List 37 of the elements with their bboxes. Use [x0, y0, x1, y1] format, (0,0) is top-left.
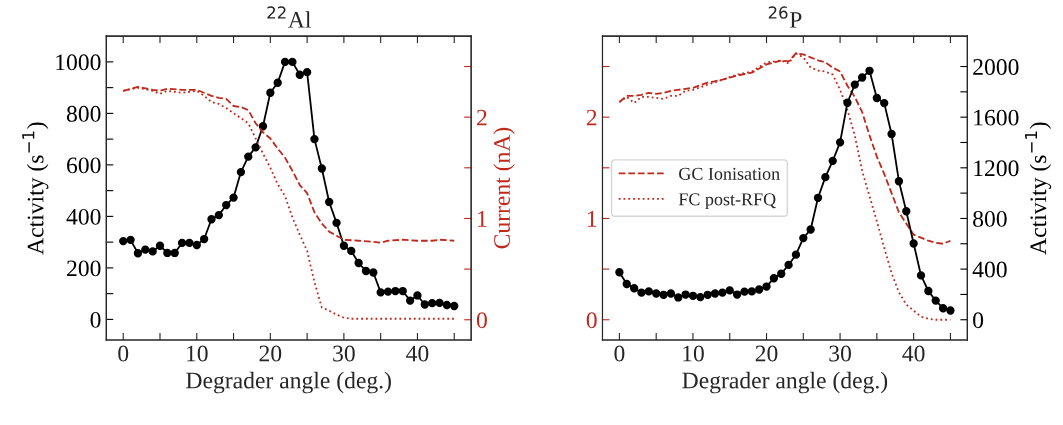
x-tick-label: 20 — [259, 345, 282, 362]
y-tick-label: 800 — [66, 105, 101, 122]
legend-label: GC Ionisation — [679, 167, 780, 180]
y2-tick-label: 0 — [476, 312, 487, 329]
chart-title: $^{26}$P — [768, 6, 802, 28]
y2-axis-title: Activity (s$^{−1}$) — [1024, 122, 1052, 255]
x-tick-label: 30 — [829, 345, 851, 362]
y-tick-label: 1 — [587, 211, 597, 227]
y-tick-label: 2 — [586, 109, 597, 126]
x-tick-label: 0 — [118, 345, 129, 362]
y2-tick-label: 800 — [973, 210, 1007, 227]
y-tick-label: 600 — [67, 157, 101, 174]
y-axis-title: Activity (s$^{−1}$) — [22, 122, 49, 255]
x-tick-label: 30 — [333, 345, 355, 362]
x-axis-title: Degrader angle (deg.) — [186, 371, 391, 394]
x-tick-label: 0 — [614, 345, 625, 362]
legend-label: FC post-RFQ — [678, 193, 776, 210]
y2-tick-label: 1600 — [974, 109, 1019, 126]
x-tick-label: 10 — [683, 345, 704, 362]
y2-tick-label: 2 — [477, 109, 487, 126]
y2-tick-label: 400 — [972, 261, 1007, 278]
y2-tick-label: 1 — [478, 211, 487, 227]
x-tick-label: 40 — [902, 345, 925, 362]
y-tick-label: 0 — [586, 312, 597, 329]
y2-tick-label: 0 — [973, 312, 984, 329]
y-tick-label: 200 — [67, 260, 101, 277]
y-tick-label: 400 — [66, 208, 101, 225]
x-axis-title: Degrader angle (deg.) — [682, 371, 888, 394]
x-tick-label: 40 — [406, 345, 429, 362]
chart-title: $^{22}$Al — [267, 6, 311, 28]
y2-tick-label: 2000 — [973, 59, 1019, 75]
y2-tick-label: 1200 — [974, 160, 1019, 177]
x-tick-label: 10 — [187, 345, 208, 362]
y-tick-label: 1000 — [56, 54, 101, 71]
y-tick-label: 0 — [90, 311, 101, 328]
x-tick-label: 20 — [755, 345, 778, 362]
y2-axis-title: Current (nA) — [493, 127, 515, 249]
